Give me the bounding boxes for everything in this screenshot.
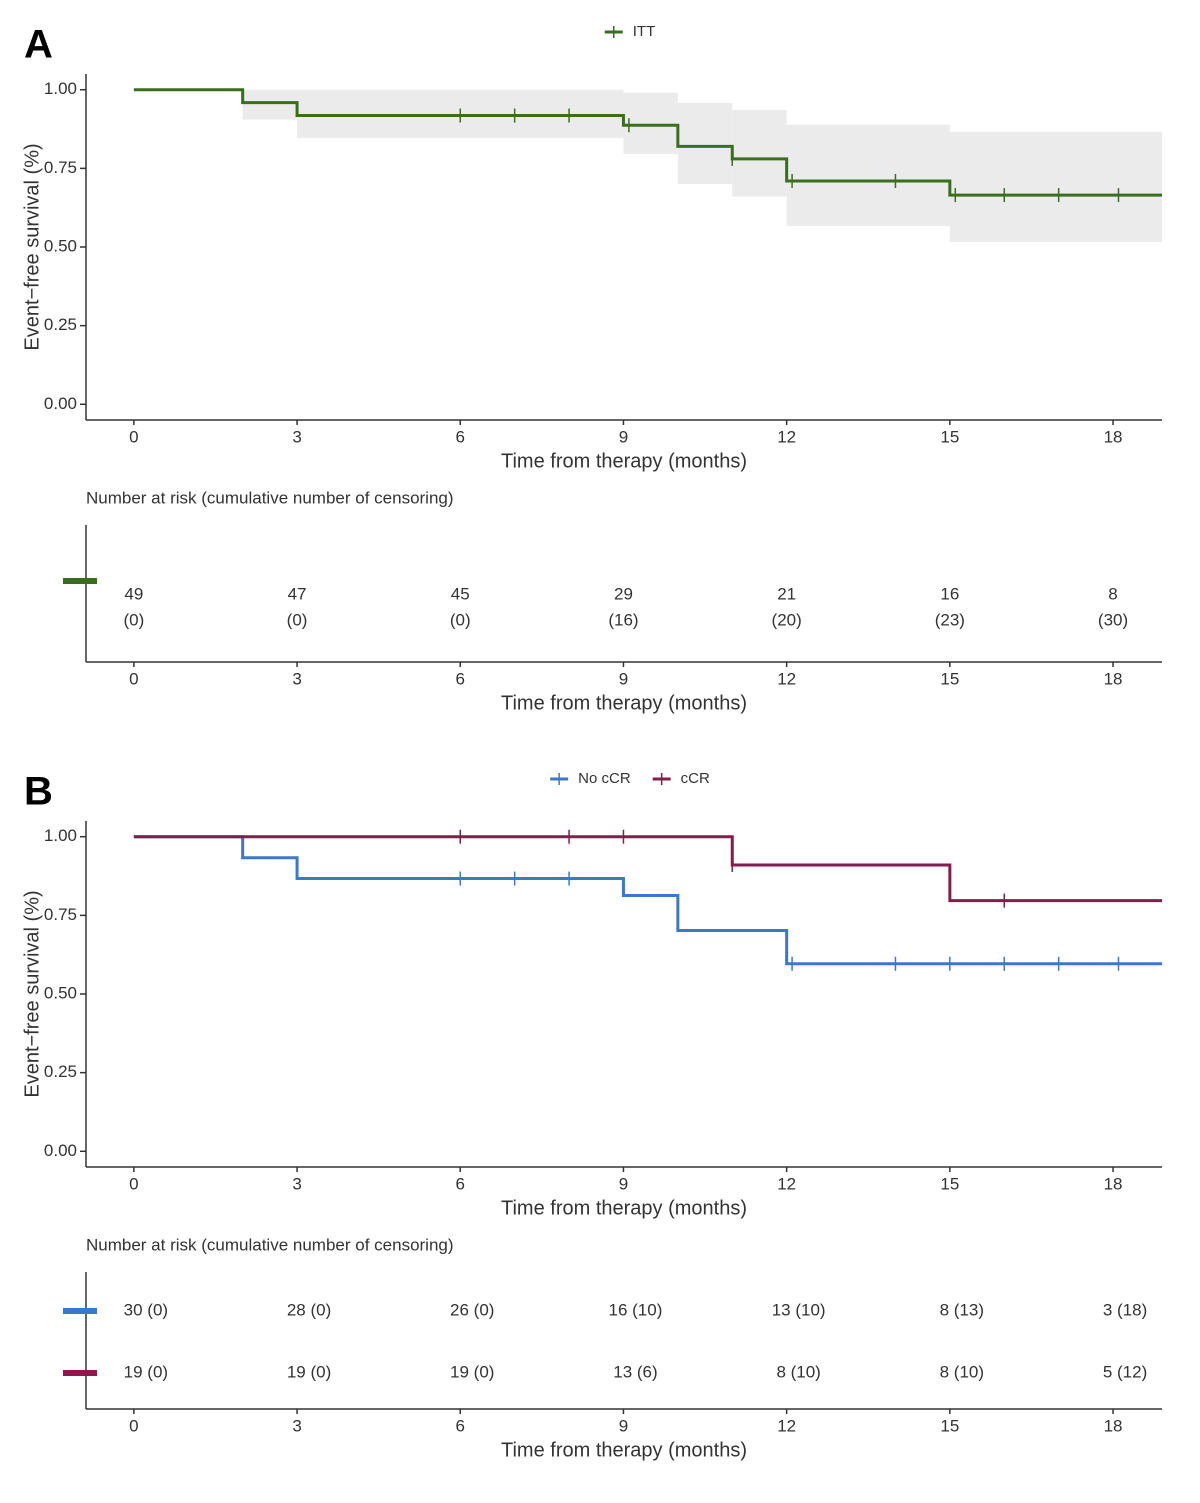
risk-count: 45 [451, 584, 470, 603]
chart-x-tick-label: 6 [456, 427, 465, 446]
risk-cell: 16 (10) [609, 1300, 663, 1319]
chart-x-tick-label: 0 [129, 1174, 138, 1193]
chart-x-tick-label: 18 [1104, 427, 1123, 446]
chart-x-tick-label: 12 [777, 427, 796, 446]
risk-cell: 3 (18) [1103, 1300, 1147, 1319]
risk-row-key [63, 1308, 97, 1314]
risk-cell: 13 (10) [772, 1300, 826, 1319]
risk-count: 8 [1108, 584, 1117, 603]
legend-label: No cCR [578, 770, 631, 787]
confidence-band [786, 124, 950, 226]
y-tick-label: 0.00 [44, 1141, 77, 1160]
panel-label: A [24, 23, 53, 67]
chart-x-tick-label: 15 [940, 427, 959, 446]
risk-censored: (16) [608, 610, 638, 629]
risk-censored: (30) [1098, 610, 1128, 629]
legend: ITT [604, 23, 656, 40]
chart-x-tick-label: 3 [292, 427, 301, 446]
risk-table-x-tick-label: 15 [940, 669, 959, 688]
confidence-band [949, 131, 1162, 242]
chart-x-axis-title: Time from therapy (months) [501, 1197, 747, 1219]
risk-cell: 30 (0) [124, 1300, 168, 1319]
chart-x-tick-label: 3 [292, 1174, 301, 1193]
y-tick-label: 0.25 [44, 315, 77, 334]
risk-table-x-tick-label: 15 [940, 1416, 959, 1435]
risk-cell: 26 (0) [450, 1300, 494, 1319]
risk-table-title: Number at risk (cumulative number of cen… [86, 1235, 454, 1254]
risk-table-x-tick-label: 9 [619, 1416, 628, 1435]
chart-x-tick-label: 12 [777, 1174, 796, 1193]
risk-table-x-tick-label: 12 [777, 1416, 796, 1435]
chart-x-tick-label: 6 [456, 1174, 465, 1193]
legend-label: cCR [681, 770, 710, 787]
risk-cell: 19 (0) [450, 1362, 494, 1381]
risk-count: 16 [940, 584, 959, 603]
risk-row-key [63, 1370, 97, 1376]
risk-censored: (0) [450, 610, 471, 629]
risk-table-x-tick-label: 6 [456, 1416, 465, 1435]
y-tick-label: 1.00 [44, 79, 77, 98]
risk-count: 21 [777, 584, 796, 603]
confidence-band [677, 102, 733, 185]
risk-cell: 28 (0) [287, 1300, 331, 1319]
confidence-band [242, 89, 298, 120]
chart-x-tick-label: 15 [940, 1174, 959, 1193]
survival-curve [133, 835, 1162, 966]
risk-table-x-tick-label: 0 [129, 669, 138, 688]
risk-cell: 8 (10) [940, 1362, 984, 1381]
survival-curve [133, 835, 1162, 903]
risk-table-x-tick-label: 12 [777, 669, 796, 688]
risk-table-x-tick-label: 6 [456, 669, 465, 688]
risk-table-x-tick-label: 9 [619, 669, 628, 688]
risk-censored: (0) [287, 610, 308, 629]
confidence-band [623, 92, 678, 154]
risk-row-key [63, 578, 97, 584]
risk-censored: (23) [935, 610, 965, 629]
panel-label: B [24, 770, 53, 814]
risk-cell: 19 (0) [124, 1362, 168, 1381]
risk-table-x-tick-label: 18 [1104, 669, 1123, 688]
risk-count: 49 [124, 584, 143, 603]
risk-cell: 19 (0) [287, 1362, 331, 1381]
risk-table-x-tick-label: 18 [1104, 1416, 1123, 1435]
risk-table-x-axis-title: Time from therapy (months) [501, 692, 747, 714]
chart-x-tick-label: 9 [619, 1174, 628, 1193]
risk-table-x-tick-label: 3 [292, 669, 301, 688]
y-axis-title: Event−free survival (%) [21, 890, 43, 1097]
risk-table-x-axis-title: Time from therapy (months) [501, 1439, 747, 1461]
y-tick-label: 0.75 [44, 905, 77, 924]
legend: No cCR cCR [550, 770, 710, 787]
y-tick-label: 0.25 [44, 1062, 77, 1081]
risk-cell: 13 (6) [613, 1362, 657, 1381]
y-tick-label: 0.50 [44, 983, 77, 1002]
risk-cell: 8 (13) [940, 1300, 984, 1319]
risk-cell: 8 (10) [776, 1362, 820, 1381]
chart-x-tick-label: 18 [1104, 1174, 1123, 1193]
risk-table-x-tick-label: 0 [129, 1416, 138, 1435]
confidence-band [732, 109, 787, 197]
risk-cell: 5 (12) [1103, 1362, 1147, 1381]
y-tick-label: 0.75 [44, 158, 77, 177]
y-axis-title: Event−free survival (%) [21, 143, 43, 350]
risk-count: 29 [614, 584, 633, 603]
risk-table-title: Number at risk (cumulative number of cen… [86, 488, 454, 507]
chart-x-axis-title: Time from therapy (months) [501, 450, 747, 472]
y-tick-label: 0.00 [44, 394, 77, 413]
y-tick-label: 1.00 [44, 826, 77, 845]
risk-table-x-tick-label: 3 [292, 1416, 301, 1435]
chart-x-tick-label: 0 [129, 427, 138, 446]
legend-label: ITT [633, 23, 656, 40]
survival-curve [133, 88, 1162, 197]
y-tick-label: 0.50 [44, 236, 77, 255]
risk-count: 47 [288, 584, 307, 603]
risk-censored: (0) [123, 610, 144, 629]
risk-censored: (20) [772, 610, 802, 629]
chart-x-tick-label: 9 [619, 427, 628, 446]
